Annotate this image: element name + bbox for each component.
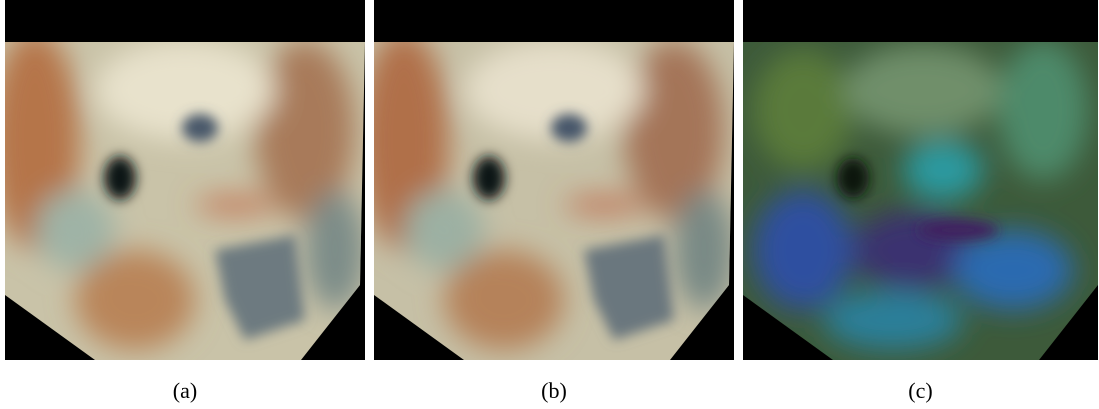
- caption-c: (c): [743, 378, 1098, 404]
- panel-c-image: [743, 0, 1098, 360]
- figure: (a) (b) (c) (() => { const data = JSON.p…: [0, 0, 1099, 409]
- panel-b-image: [374, 0, 734, 360]
- caption-b: (b): [374, 378, 734, 404]
- caption-a: (a): [5, 378, 365, 404]
- panel-a-image: [5, 0, 365, 360]
